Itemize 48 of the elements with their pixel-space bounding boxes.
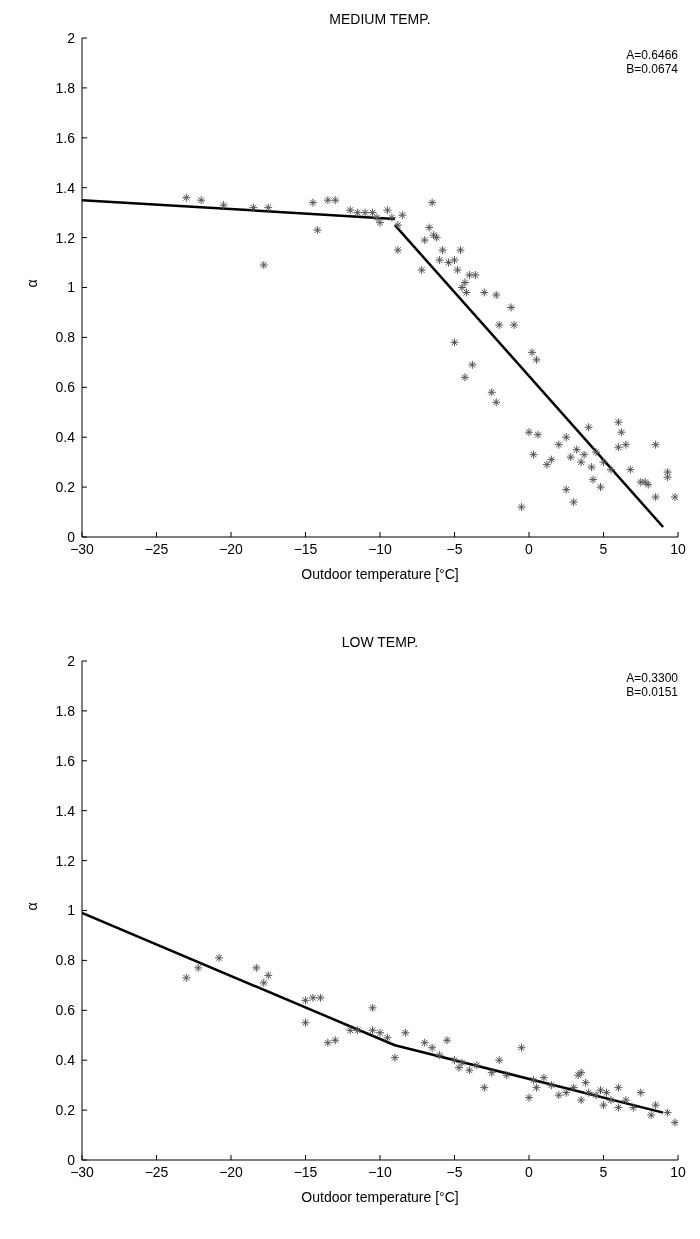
y-tick-label: 0.8: [55, 952, 76, 969]
y-tick-label: 0.2: [55, 479, 76, 496]
x-axis-title: Outdoor temperature [°C]: [301, 566, 459, 582]
x-tick-label: −25: [144, 540, 169, 557]
y-tick-label: 1.4: [55, 179, 76, 196]
y-tick-label: 0: [67, 528, 76, 545]
annotation: B=0.0674: [626, 62, 678, 76]
y-tick-label: 1.2: [55, 852, 76, 869]
y-tick-label: 0.4: [55, 1052, 76, 1069]
x-tick-label: 0: [525, 1163, 534, 1180]
annotation: A=0.6466: [626, 48, 678, 62]
x-tick-label: −20: [219, 1163, 244, 1180]
y-tick-label: 0.6: [55, 379, 76, 396]
x-tick-label: 5: [599, 1163, 608, 1180]
y-axis-title: α: [23, 902, 40, 911]
x-tick-label: 0: [525, 540, 534, 557]
x-tick-label: −5: [446, 540, 463, 557]
x-tick-label: −5: [446, 1163, 463, 1180]
annotation: B=0.0151: [626, 685, 678, 699]
x-tick-label: 5: [599, 540, 608, 557]
x-tick-label: 10: [670, 540, 686, 557]
y-tick-label: 0: [67, 1151, 76, 1168]
y-tick-label: 1.4: [55, 802, 76, 819]
y-tick-label: 1.8: [55, 702, 76, 719]
y-tick-label: 0.8: [55, 329, 76, 346]
y-tick-label: 1: [67, 902, 76, 919]
y-tick-label: 1.2: [55, 229, 76, 246]
x-tick-label: −15: [293, 1163, 318, 1180]
x-tick-label: −20: [219, 540, 244, 557]
y-tick-label: 1.6: [55, 129, 76, 146]
y-tick-label: 0.6: [55, 1002, 76, 1019]
x-tick-label: −25: [144, 1163, 169, 1180]
annotation: A=0.3300: [626, 671, 678, 685]
y-tick-label: 1.6: [55, 752, 76, 769]
x-tick-label: 10: [670, 1163, 686, 1180]
y-tick-label: 2: [67, 652, 76, 669]
chart-title: LOW TEMP.: [340, 633, 420, 652]
y-tick-label: 0.2: [55, 1102, 76, 1119]
x-axis-title: Outdoor temperature [°C]: [301, 1189, 459, 1205]
y-tick-label: 1.8: [55, 79, 76, 96]
y-tick-label: 1: [67, 279, 76, 296]
y-tick-label: 2: [67, 29, 76, 46]
chart-title: MEDIUM TEMP.: [328, 10, 432, 29]
y-axis-title: α: [23, 279, 40, 288]
x-tick-label: −10: [368, 1163, 393, 1180]
x-tick-label: −10: [368, 540, 393, 557]
x-tick-label: −15: [293, 540, 318, 557]
y-tick-label: 0.4: [55, 429, 76, 446]
